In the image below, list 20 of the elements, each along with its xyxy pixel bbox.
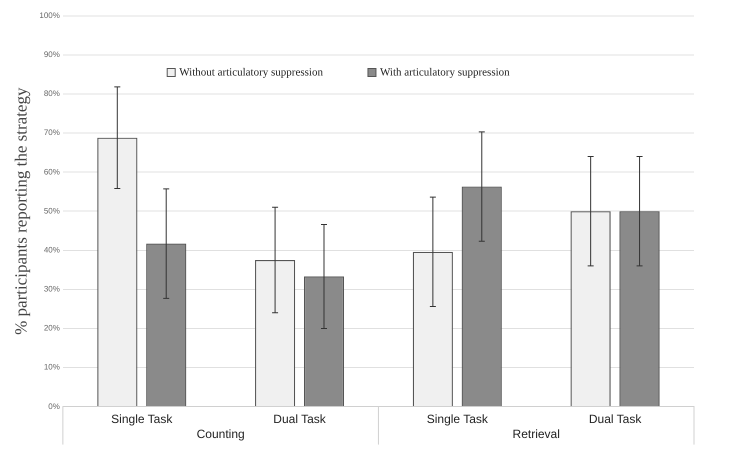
y-tick-label: 0%	[48, 402, 60, 411]
y-tick-label: 20%	[44, 324, 60, 333]
y-tick-label: 70%	[44, 128, 60, 138]
y-tick-label: 80%	[44, 89, 60, 98]
x-tick-label: Single Task	[426, 412, 489, 426]
x-tick-label: Dual Task	[273, 412, 327, 426]
y-tick-label: 90%	[44, 50, 60, 60]
text: Retrieval	[512, 426, 560, 441]
y-tick-label: 50%	[44, 206, 60, 216]
y-axis-title: % participants reporting the strategy	[12, 87, 31, 335]
y-tick-label: 10%	[44, 362, 60, 372]
y-tick-label: 30%	[44, 284, 60, 294]
y-tick-label: 100%	[39, 11, 60, 20]
legend-label: With articulatory suppression	[380, 66, 510, 78]
text: Counting	[196, 426, 245, 441]
y-tick-label: 60%	[44, 167, 60, 176]
x-tick-label: Single Task	[111, 412, 174, 426]
x-tick-label: Dual Task	[588, 412, 642, 426]
legend-label: Without articulatory suppression	[179, 66, 324, 78]
y-tick-label: 40%	[44, 245, 60, 254]
